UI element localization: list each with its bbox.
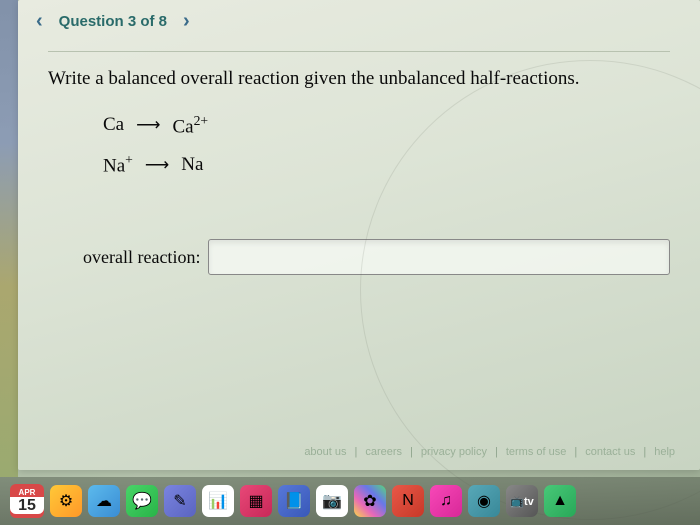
eq2-product: Na (181, 154, 203, 176)
dock-app-10[interactable]: N (392, 485, 424, 517)
footer-contact-link[interactable]: contact us (585, 446, 635, 458)
question-prompt: Write a balanced overall reaction given … (48, 66, 670, 93)
calendar-day: 15 (10, 497, 44, 514)
answer-input[interactable] (208, 239, 670, 275)
footer-terms-link[interactable]: terms of use (506, 446, 567, 458)
arrow-icon: ⟶ (145, 155, 169, 175)
equation-2: Na+ ⟶ Na (103, 152, 670, 177)
half-reactions: Ca ⟶ Ca2+ Na+ ⟶ Na (48, 113, 670, 178)
dock-app-7[interactable]: 📘 (278, 485, 310, 517)
prev-question-button[interactable]: ‹ (30, 8, 49, 35)
question-nav-header: ‹ Question 3 of 8 › (18, 0, 700, 43)
equation-1: Ca ⟶ Ca2+ (103, 113, 670, 138)
calendar-month: APR (19, 488, 36, 497)
footer-careers-link[interactable]: careers (365, 446, 402, 458)
eq2-reactant: Na+ (103, 152, 133, 177)
footer-about-link[interactable]: about us (304, 446, 346, 458)
eq1-reactant: Ca (103, 114, 124, 136)
sidebar-edge (0, 0, 18, 477)
dock-photos-icon[interactable]: ✿ (354, 485, 386, 517)
next-question-button[interactable]: › (177, 8, 196, 35)
dock-app-2[interactable]: ☁ (88, 485, 120, 517)
footer-links: about us| careers| privacy policy| terms… (304, 446, 675, 458)
dock-app-6[interactable]: ▦ (240, 485, 272, 517)
dock-messages-icon[interactable]: 💬 (126, 485, 158, 517)
dock-music-icon[interactable]: ♫ (430, 485, 462, 517)
footer-privacy-link[interactable]: privacy policy (421, 446, 487, 458)
answer-label: overall reaction: (83, 247, 200, 268)
dock-tv-icon[interactable]: 📺tv (506, 485, 538, 517)
dock-app-1[interactable]: ⚙ (50, 485, 82, 517)
arrow-icon: ⟶ (136, 115, 160, 135)
eq1-product: Ca2+ (172, 113, 208, 138)
dock-app-4[interactable]: ✎ (164, 485, 196, 517)
dock-app-5[interactable]: 📊 (202, 485, 234, 517)
calendar-widget[interactable]: APR 15 (10, 484, 44, 518)
question-content: Write a balanced overall reaction given … (18, 43, 700, 295)
question-counter: Question 3 of 8 (59, 13, 167, 30)
dock-camera-icon[interactable]: 📷 (316, 485, 348, 517)
main-content-panel: ‹ Question 3 of 8 › Write a balanced ove… (18, 0, 700, 470)
footer-help-link[interactable]: help (654, 446, 675, 458)
dock-app-14[interactable]: ▲ (544, 485, 576, 517)
dock-taskbar: APR 15 ⚙ ☁ 💬 ✎ 📊 ▦ 📘 📷 ✿ N ♫ ◉ 📺tv ▲ (0, 477, 700, 525)
answer-row: overall reaction: (48, 239, 670, 275)
dock-app-12[interactable]: ◉ (468, 485, 500, 517)
header-divider (48, 51, 670, 52)
